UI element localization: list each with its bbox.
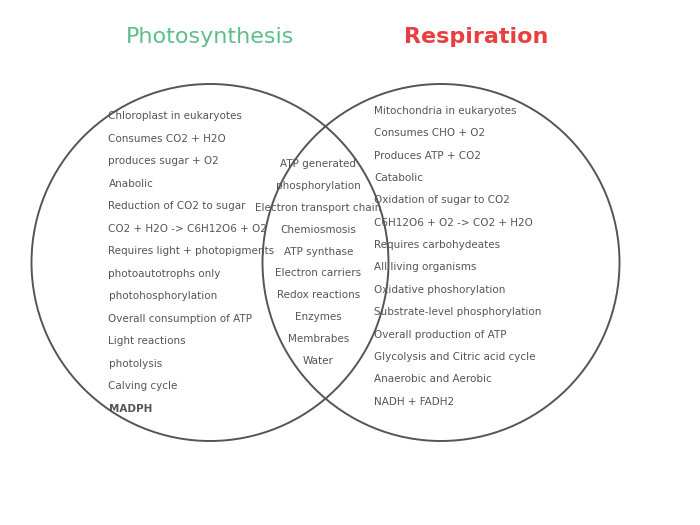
Text: phosphorylation: phosphorylation	[276, 181, 361, 191]
Text: Oxidative phoshorylation: Oxidative phoshorylation	[374, 285, 506, 295]
Text: NADH + FADH2: NADH + FADH2	[374, 397, 454, 407]
Text: Consumes CO2 + H2O: Consumes CO2 + H2O	[108, 134, 226, 144]
Text: MADPH: MADPH	[108, 404, 152, 414]
Text: Membrabes: Membrabes	[288, 334, 349, 344]
Text: Respiration: Respiration	[404, 27, 548, 47]
Text: Substrate-level phosphorylation: Substrate-level phosphorylation	[374, 307, 542, 317]
Text: ATP generated: ATP generated	[281, 159, 356, 170]
Text: ATP synthase: ATP synthase	[284, 247, 354, 257]
Text: Light reactions: Light reactions	[108, 337, 186, 347]
Text: Requires light + photopigments: Requires light + photopigments	[108, 246, 274, 256]
Text: Electron carriers: Electron carriers	[275, 268, 362, 278]
Text: Catabolic: Catabolic	[374, 173, 423, 183]
Text: Reduction of CO2 to sugar: Reduction of CO2 to sugar	[108, 201, 246, 211]
Text: Overall consumption of ATP: Overall consumption of ATP	[108, 314, 253, 324]
Text: Electron transport chain: Electron transport chain	[256, 203, 382, 213]
Text: Requires carbohydeates: Requires carbohydeates	[374, 240, 500, 250]
Text: Overall production of ATP: Overall production of ATP	[374, 330, 507, 340]
Text: All living organisms: All living organisms	[374, 262, 477, 272]
Text: Anaerobic and Aerobic: Anaerobic and Aerobic	[374, 374, 492, 384]
Text: photolysis: photolysis	[108, 359, 162, 369]
Text: Redox reactions: Redox reactions	[277, 290, 360, 300]
Text: C6H12O6 + O2 -> CO2 + H2O: C6H12O6 + O2 -> CO2 + H2O	[374, 218, 533, 228]
Text: produces sugar + O2: produces sugar + O2	[108, 156, 219, 166]
Text: Anabolic: Anabolic	[108, 178, 153, 188]
Text: Enzymes: Enzymes	[295, 312, 342, 322]
Text: photohosphorylation: photohosphorylation	[108, 291, 217, 301]
Text: Chemiosmosis: Chemiosmosis	[281, 225, 356, 235]
Text: photoautotrophs only: photoautotrophs only	[108, 269, 221, 279]
Text: Chloroplast in eukaryotes: Chloroplast in eukaryotes	[108, 111, 242, 121]
Text: Water: Water	[303, 355, 334, 366]
Text: Photosynthesis: Photosynthesis	[126, 27, 294, 47]
Text: Calving cycle: Calving cycle	[108, 381, 178, 391]
Text: Mitochondria in eukaryotes: Mitochondria in eukaryotes	[374, 106, 517, 116]
Text: Consumes CHO + O2: Consumes CHO + O2	[374, 128, 486, 138]
Text: Glycolysis and Citric acid cycle: Glycolysis and Citric acid cycle	[374, 352, 536, 362]
Text: Oxidation of sugar to CO2: Oxidation of sugar to CO2	[374, 195, 510, 205]
Text: CO2 + H2O -> C6H12O6 + O2: CO2 + H2O -> C6H12O6 + O2	[108, 224, 267, 234]
Text: Produces ATP + CO2: Produces ATP + CO2	[374, 151, 482, 161]
